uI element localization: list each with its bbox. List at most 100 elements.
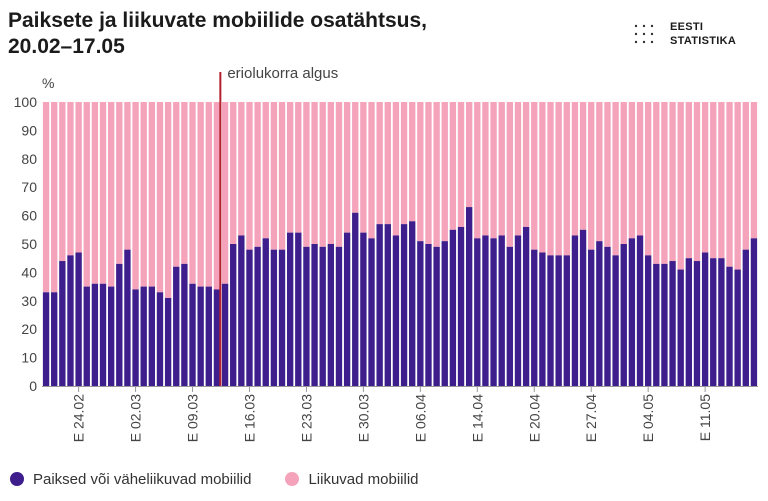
bar-moving xyxy=(506,102,514,247)
bar-moving xyxy=(579,102,587,230)
bar-stationary xyxy=(449,229,457,386)
logo-line1: EESTI xyxy=(670,21,704,33)
bar-moving xyxy=(726,102,733,267)
bar-moving xyxy=(734,102,741,270)
bar-stationary xyxy=(368,238,375,386)
bar-stationary xyxy=(319,246,326,386)
bar-stationary xyxy=(425,244,432,386)
y-tick-label: 100 xyxy=(14,94,38,110)
bar-stationary xyxy=(205,286,212,386)
bar-moving xyxy=(311,102,318,244)
bar-stationary xyxy=(417,241,424,386)
bar-stationary xyxy=(197,286,204,386)
bar-stationary xyxy=(409,221,416,386)
bar-stationary xyxy=(636,235,644,386)
bar-moving xyxy=(636,102,644,236)
bar-moving xyxy=(189,102,196,284)
x-tick-label: E 06.04 xyxy=(412,394,428,442)
bar-stationary xyxy=(531,249,538,386)
bar-stationary xyxy=(710,258,717,386)
bar-moving xyxy=(604,102,611,247)
bar-stationary xyxy=(303,246,310,386)
bar-moving xyxy=(262,102,269,239)
bar-stationary xyxy=(612,255,619,386)
bar-moving xyxy=(319,102,326,247)
bar-stationary xyxy=(352,212,359,386)
bar-stationary xyxy=(726,266,733,386)
bar-stationary xyxy=(433,246,440,386)
x-tick-label: E 02.03 xyxy=(128,394,144,442)
bar-stationary xyxy=(465,207,473,386)
bar-moving xyxy=(417,102,424,242)
bar-stationary xyxy=(181,263,188,386)
bar-moving xyxy=(441,102,448,242)
bar-stationary xyxy=(59,261,66,386)
bar-stationary xyxy=(132,289,139,386)
bar-stationary xyxy=(246,249,253,386)
bar-moving xyxy=(335,102,343,247)
bar-stationary xyxy=(343,232,351,386)
emergency-marker-label: eriolukorra algus xyxy=(227,65,338,82)
bar-moving xyxy=(116,102,123,264)
bar-moving xyxy=(197,102,204,287)
x-tick-label: E 04.05 xyxy=(640,394,656,442)
chart-title: Paiksete ja liikuvate mobiilide osatähts… xyxy=(8,8,568,60)
bar-stationary xyxy=(596,241,603,386)
bar-stationary xyxy=(400,224,408,386)
bar-stationary xyxy=(278,249,286,386)
bar-moving xyxy=(295,102,302,233)
stacked-bar-chart: % 0 10 20 30 40 50 60 70 80 90 100 E 24.02 E 02.03 E 0… xyxy=(14,65,758,442)
bar-moving xyxy=(661,102,668,264)
x-tick-label: E 30.03 xyxy=(355,394,371,442)
bar-moving xyxy=(612,102,619,256)
y-tick-label: 30 xyxy=(21,293,37,309)
legend-swatch-moving xyxy=(285,472,300,486)
bar-moving xyxy=(205,102,212,287)
bar-moving xyxy=(685,102,693,259)
bar-stationary xyxy=(164,297,172,386)
bar-stationary xyxy=(384,224,391,386)
legend: Paiksed või väheliikuvad mobiilid Liikuv… xyxy=(10,469,453,489)
bar-stationary xyxy=(238,235,245,386)
bar-moving xyxy=(514,102,522,236)
bar-moving xyxy=(653,102,660,264)
bar-stationary xyxy=(604,246,611,386)
bar-moving xyxy=(482,102,489,236)
bar-moving xyxy=(522,102,530,227)
bar-moving xyxy=(742,102,749,250)
bar-stationary xyxy=(140,286,147,386)
bar-stationary xyxy=(498,235,505,386)
bar-moving xyxy=(750,102,758,239)
bar-stationary xyxy=(555,255,562,386)
bar-stationary xyxy=(563,255,570,386)
bar-stationary xyxy=(457,226,465,386)
y-tick-label: 60 xyxy=(21,208,37,224)
bar-moving xyxy=(531,102,538,250)
x-tick-label: E 16.03 xyxy=(241,394,257,442)
bar-moving xyxy=(384,102,391,225)
bar-moving xyxy=(368,102,375,239)
bar-stationary xyxy=(335,246,343,386)
bar-moving xyxy=(107,102,115,287)
bar-moving xyxy=(278,102,286,250)
bar-moving xyxy=(409,102,416,222)
bar-moving xyxy=(124,102,131,250)
bar-moving xyxy=(164,102,172,298)
bar-stationary xyxy=(230,244,237,386)
bar-stationary xyxy=(327,244,335,386)
bar-moving xyxy=(701,102,709,253)
bar-stationary xyxy=(742,249,749,386)
bar-moving xyxy=(563,102,570,256)
bar-stationary xyxy=(42,292,50,386)
bar-moving xyxy=(465,102,473,208)
bar-moving xyxy=(539,102,546,253)
bar-moving xyxy=(352,102,359,213)
bar-stationary xyxy=(490,238,497,386)
bar-stationary xyxy=(262,238,269,386)
bar-stationary xyxy=(620,244,627,386)
bar-moving xyxy=(173,102,180,267)
bar-moving xyxy=(230,102,237,244)
bar-stationary xyxy=(286,232,294,386)
bar-moving xyxy=(303,102,310,247)
bar-moving xyxy=(718,102,725,259)
